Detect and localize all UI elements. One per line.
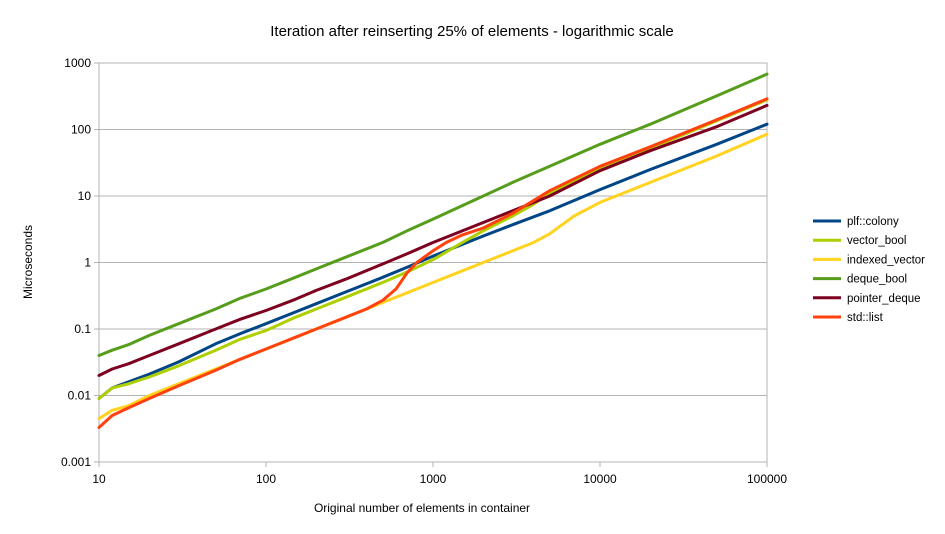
series-line-indexed-vector xyxy=(97,132,769,421)
y-tick-label: 10 xyxy=(78,189,92,203)
y-tick-label: 100 xyxy=(71,123,91,137)
chart-title: Iteration after reinserting 25% of eleme… xyxy=(270,23,674,40)
legend-label: pointer_deque xyxy=(847,293,921,305)
x-tick-label: 1000 xyxy=(420,472,447,486)
x-tick-label: 10 xyxy=(92,472,106,486)
y-tick-label: 0.001 xyxy=(61,455,91,469)
y-axis: 0.001 0.01 0.1 1 10 100 1000 xyxy=(61,56,99,469)
legend-label: deque_bool xyxy=(847,274,907,286)
x-axis: 10 100 1000 10000 100000 xyxy=(92,462,787,486)
series-line-vector-bool xyxy=(97,98,769,400)
legend-label: indexed_vector xyxy=(847,254,925,266)
y-tick-label: 1000 xyxy=(64,56,91,70)
x-tick-label: 100 xyxy=(256,472,276,486)
series-line-std-list xyxy=(97,97,769,429)
series-line-deque-bool xyxy=(97,72,769,357)
y-axis-label: Microseconds xyxy=(21,225,35,299)
x-tick-label: 100000 xyxy=(747,472,787,486)
legend: plf::colonyvector_boolindexed_vectordequ… xyxy=(813,216,925,324)
series-lines xyxy=(97,72,769,429)
legend-label: vector_bool xyxy=(847,235,906,247)
legend-label: plf::colony xyxy=(847,216,899,228)
x-tick-label: 10000 xyxy=(583,472,617,486)
x-axis-label: Original number of elements in container xyxy=(314,501,530,515)
y-tick-label: 0.1 xyxy=(74,322,91,336)
series-line-plf-colony xyxy=(97,122,769,400)
series-line-pointer-deque xyxy=(97,103,769,377)
y-tick-label: 0.01 xyxy=(68,389,92,403)
legend-label: std::list xyxy=(847,312,884,324)
y-tick-label: 1 xyxy=(84,256,91,270)
